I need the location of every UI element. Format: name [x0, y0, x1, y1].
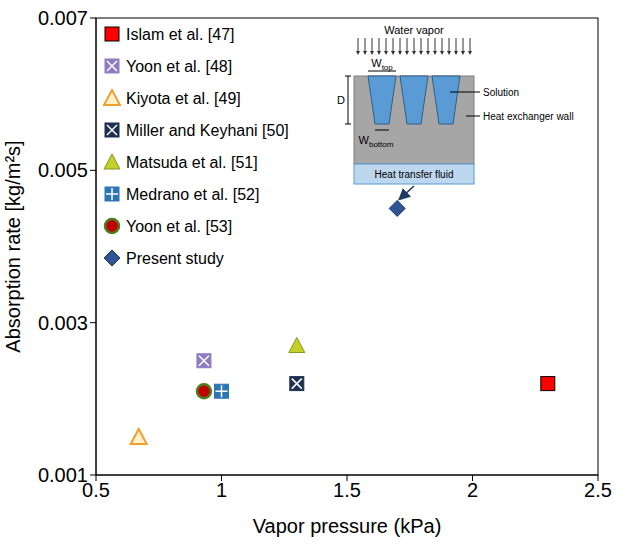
svg-text:Heat exchanger wall: Heat exchanger wall [483, 111, 574, 122]
svg-text:2: 2 [467, 479, 478, 501]
svg-text:Water vapor: Water vapor [384, 24, 444, 36]
svg-text:2.5: 2.5 [584, 479, 612, 501]
svg-text:D: D [337, 94, 345, 106]
svg-text:1: 1 [216, 479, 227, 501]
svg-text:Wbottom: Wbottom [359, 134, 394, 149]
svg-text:0.5: 0.5 [82, 479, 110, 502]
svg-text:Medrano et al. [52]: Medrano et al. [52] [126, 186, 259, 203]
svg-text:Yoon et al. [48]: Yoon et al. [48] [126, 58, 232, 75]
svg-text:Islam et al. [47]: Islam et al. [47] [126, 26, 235, 43]
svg-text:0.003: 0.003 [38, 312, 88, 334]
svg-text:0.007: 0.007 [38, 7, 88, 29]
svg-text:Miller and Keyhani [50]: Miller and Keyhani [50] [126, 122, 289, 139]
svg-text:Solution: Solution [483, 87, 519, 98]
svg-text:1.5: 1.5 [333, 479, 361, 501]
svg-text:0.001: 0.001 [38, 464, 88, 486]
svg-text:Absorption rate [kg/m²s]: Absorption rate [kg/m²s] [2, 140, 24, 352]
svg-text:Vapor pressure (kPa): Vapor pressure (kPa) [253, 515, 442, 537]
svg-text:Kiyota et al. [49]: Kiyota et al. [49] [126, 90, 241, 107]
svg-text:Yoon et al. [53]: Yoon et al. [53] [126, 218, 232, 235]
svg-text:Matsuda et al. [51]: Matsuda et al. [51] [126, 154, 258, 171]
svg-text:Heat transfer fluid: Heat transfer fluid [375, 169, 454, 180]
svg-text:Present study: Present study [126, 250, 224, 267]
svg-text:Wtop: Wtop [371, 57, 393, 72]
svg-text:0.005: 0.005 [38, 159, 88, 181]
